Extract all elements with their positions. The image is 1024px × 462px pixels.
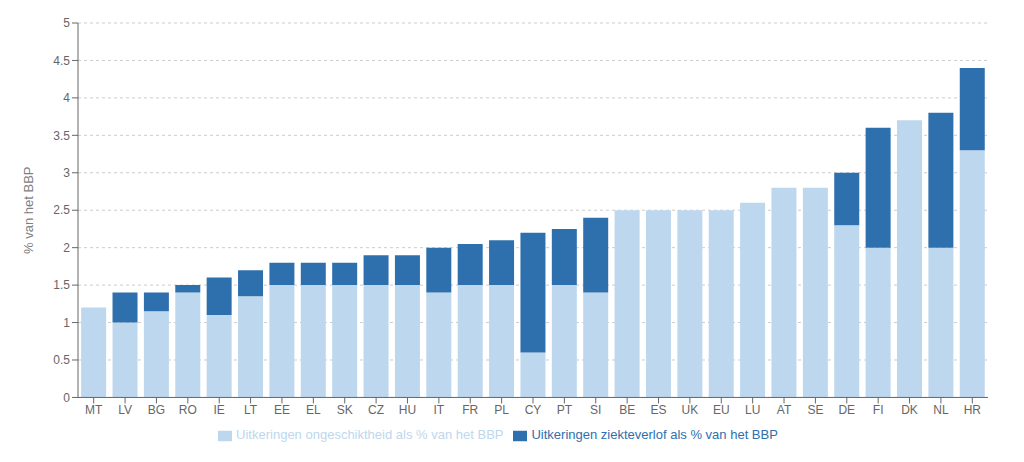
svg-text:SI: SI xyxy=(590,403,601,417)
svg-text:FR: FR xyxy=(462,403,478,417)
svg-text:CZ: CZ xyxy=(368,403,384,417)
svg-text:SK: SK xyxy=(337,403,353,417)
svg-text:1: 1 xyxy=(63,316,70,330)
svg-text:IE: IE xyxy=(214,403,225,417)
svg-text:HR: HR xyxy=(964,403,982,417)
svg-text:1.5: 1.5 xyxy=(53,278,70,292)
svg-text:EL: EL xyxy=(306,403,321,417)
svg-text:3: 3 xyxy=(63,166,70,180)
svg-text:% van het BBP: % van het BBP xyxy=(21,166,36,253)
svg-text:BE: BE xyxy=(619,403,635,417)
svg-text:NL: NL xyxy=(933,403,949,417)
svg-text:EU: EU xyxy=(713,403,730,417)
svg-text:PL: PL xyxy=(494,403,509,417)
svg-text:DK: DK xyxy=(901,403,918,417)
svg-text:DE: DE xyxy=(838,403,855,417)
svg-text:SE: SE xyxy=(807,403,823,417)
svg-text:CY: CY xyxy=(525,403,542,417)
svg-text:5: 5 xyxy=(63,16,70,30)
svg-text:UK: UK xyxy=(682,403,699,417)
html-text:Uitkeringen ziekteverlof als %: Uitkeringen ziekteverlof als % van het B… xyxy=(531,427,778,443)
svg-text:BG: BG xyxy=(148,403,165,417)
svg-text:EE: EE xyxy=(274,403,290,417)
svg-text:LV: LV xyxy=(118,403,132,417)
svg-text:LT: LT xyxy=(244,403,258,417)
svg-text:AT: AT xyxy=(777,403,792,417)
svg-text:0.5: 0.5 xyxy=(53,353,70,367)
svg-text:LU: LU xyxy=(745,403,760,417)
svg-text:MT: MT xyxy=(85,403,103,417)
svg-text:4: 4 xyxy=(63,91,70,105)
svg-text:4.5: 4.5 xyxy=(53,54,70,68)
svg-text:0: 0 xyxy=(63,391,70,405)
svg-text:PT: PT xyxy=(557,403,573,417)
svg-text:IT: IT xyxy=(434,403,445,417)
html-text:Uitkeringen ongeschiktheid als: Uitkeringen ongeschiktheid als % van het… xyxy=(236,427,504,443)
svg-text:RO: RO xyxy=(179,403,197,417)
svg-text:ES: ES xyxy=(651,403,667,417)
svg-text:2: 2 xyxy=(63,241,70,255)
svg-text:3.5: 3.5 xyxy=(53,129,70,143)
svg-text:FI: FI xyxy=(873,403,884,417)
svg-text:2.5: 2.5 xyxy=(53,203,70,217)
svg-text:HU: HU xyxy=(399,403,416,417)
